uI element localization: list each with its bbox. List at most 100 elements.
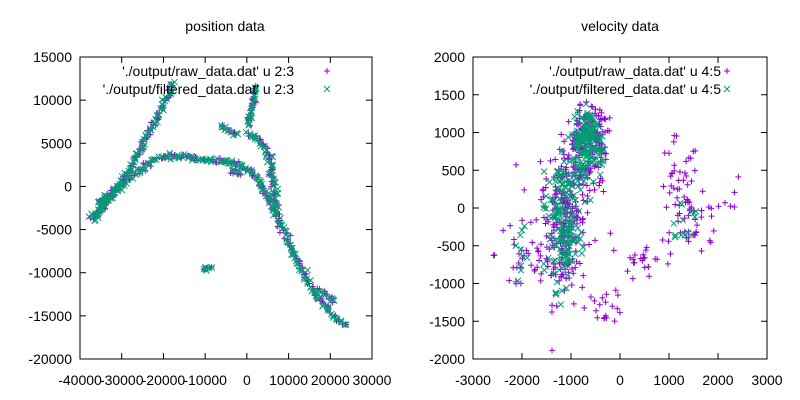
data-point-filtered [321, 292, 328, 299]
legend-raw-label: './output/raw_data.dat' u 2:3 [122, 63, 294, 79]
data-point-raw [577, 216, 584, 223]
data-point-filtered [567, 211, 574, 219]
data-point-filtered [197, 156, 204, 163]
data-point-filtered [186, 153, 193, 160]
x-tick-label: -1000 [553, 372, 589, 388]
data-point-filtered [287, 244, 295, 252]
data-point-filtered [560, 259, 567, 267]
data-point-raw [665, 238, 672, 245]
data-point-raw [606, 127, 613, 134]
data-point-raw [584, 192, 591, 199]
data-point-filtered [559, 248, 567, 256]
position-chart-legend: './output/raw_data.dat' u 2:3 './output/… [103, 63, 331, 97]
data-point-raw [531, 267, 538, 274]
data-point-raw [591, 110, 598, 117]
data-point-filtered [553, 201, 560, 209]
data-point-filtered [591, 157, 599, 164]
data-point-raw [600, 188, 607, 195]
data-point-raw [640, 255, 647, 262]
data-point-raw [603, 291, 610, 298]
data-point-filtered [272, 208, 280, 216]
data-point-raw [659, 236, 666, 243]
data-point-raw [664, 260, 671, 267]
x-tick-label: -40000 [58, 372, 102, 388]
data-point-filtered [333, 316, 341, 323]
velocity-chart-axes: -3000 -2000 -1000 0 1000 2000 3000 -2000 -1500 -1… [429, 49, 783, 388]
data-point-filtered [542, 192, 550, 200]
data-point-raw [537, 158, 544, 165]
data-point-filtered [303, 275, 310, 282]
data-point-raw [672, 201, 679, 208]
x-tick-label: -10000 [183, 372, 227, 388]
data-point-raw [684, 197, 691, 204]
x-tick-label: 0 [243, 372, 251, 388]
data-point-filtered [553, 278, 561, 286]
data-point-filtered [545, 254, 552, 262]
data-point-raw [687, 155, 694, 162]
data-point-filtered [516, 231, 524, 239]
data-point-raw [560, 198, 567, 205]
data-point-filtered [592, 135, 600, 143]
data-point-raw [642, 247, 649, 254]
data-point-filtered [598, 161, 606, 168]
x-tick-label: -3000 [455, 372, 491, 388]
data-point-raw [705, 203, 712, 210]
data-point-raw [569, 265, 576, 272]
data-point-filtered [570, 191, 578, 199]
y-tick-label: 0 [457, 200, 465, 216]
data-point-raw [681, 194, 688, 201]
data-point-filtered [578, 138, 586, 146]
data-point-filtered [541, 266, 548, 274]
data-point-raw [624, 268, 631, 275]
data-point-filtered [156, 105, 164, 113]
data-point-raw [612, 287, 619, 294]
data-point-raw [579, 191, 586, 198]
data-point-filtered [558, 148, 566, 155]
data-point-raw [614, 305, 621, 312]
legend-filtered-symbol [723, 85, 731, 93]
data-point-filtered [540, 201, 548, 209]
y-tick-label: 15000 [33, 49, 72, 65]
y-tick-label: 1000 [434, 125, 465, 141]
data-point-filtered [560, 158, 568, 165]
data-point-raw [537, 252, 544, 259]
data-point-filtered [679, 216, 687, 224]
data-point-raw [519, 217, 526, 224]
data-point-raw [490, 252, 497, 259]
data-point-filtered [273, 200, 280, 207]
data-point-raw [611, 318, 618, 325]
data-point-filtered [123, 180, 131, 187]
data-point-filtered [150, 156, 158, 163]
data-point-filtered [599, 145, 606, 153]
data-point-raw [594, 314, 601, 321]
data-point-filtered [113, 182, 121, 190]
data-point-filtered [269, 153, 276, 161]
data-point-raw [685, 212, 692, 219]
data-point-raw [731, 189, 738, 196]
data-point-filtered [574, 224, 582, 232]
data-point-filtered [167, 81, 175, 88]
data-point-raw [586, 187, 593, 194]
data-point-raw [581, 242, 588, 249]
data-point-filtered [579, 243, 587, 251]
data-point-filtered [595, 151, 602, 159]
data-point-raw [548, 309, 555, 316]
data-point-filtered [540, 168, 548, 175]
legend-filtered-label: './output/filtered_data.dat' u 4:5 [530, 81, 722, 97]
data-point-filtered [289, 251, 297, 259]
data-point-filtered [542, 205, 550, 213]
data-point-raw [671, 162, 678, 169]
data-point-raw [683, 158, 690, 165]
data-point-filtered [272, 179, 279, 186]
data-point-raw [500, 227, 507, 234]
data-point-raw [667, 250, 674, 257]
x-tick-label: 0 [616, 372, 624, 388]
position-chart-plot-frame [79, 56, 373, 360]
data-point-filtered [556, 217, 564, 225]
data-point-filtered [554, 209, 561, 217]
data-point-filtered [577, 115, 585, 122]
data-point-raw [614, 292, 621, 299]
data-point-filtered [578, 250, 586, 257]
data-point-raw [539, 187, 546, 194]
